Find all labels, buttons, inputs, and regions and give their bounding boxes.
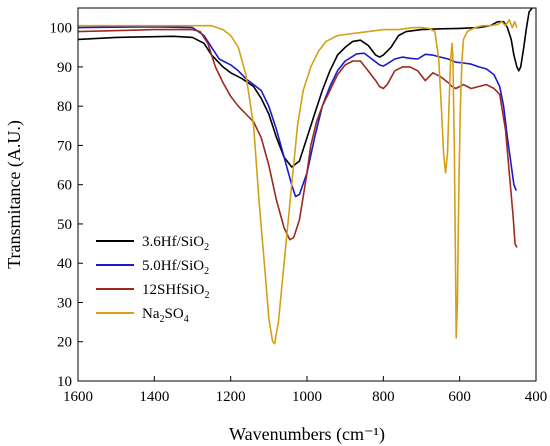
x-axis-title: Wavenumbers (cm⁻¹) bbox=[229, 424, 385, 445]
series-line-3 bbox=[78, 19, 518, 345]
series-layer bbox=[78, 8, 533, 345]
y-tick-label: 70 bbox=[57, 138, 72, 154]
y-tick-label: 80 bbox=[57, 99, 72, 115]
x-tick-label: 1200 bbox=[216, 389, 246, 405]
y-tick-label: 100 bbox=[50, 21, 73, 37]
x-tick-label: 600 bbox=[448, 389, 471, 405]
legend-entry-3: Na2SO4 bbox=[142, 306, 189, 325]
plot-frame bbox=[77, 7, 537, 382]
y-tick-label: 20 bbox=[57, 335, 72, 351]
legend-entry-2: 12SHfSiO2 bbox=[142, 282, 210, 301]
legend-entry-1: 5.0Hf/SiO2 bbox=[142, 258, 209, 277]
axes-layer: 1600 1400 1200 1000 800 600 400 10 20 30 40 50 60 70 8… bbox=[50, 21, 548, 405]
legend: 3.6Hf/SiO2 5.0Hf/SiO2 12SHfSiO2 Na2SO4 bbox=[96, 234, 210, 325]
y-tick-label: 10 bbox=[57, 374, 72, 390]
y-tick-label: 60 bbox=[57, 178, 72, 194]
y-tick-label: 40 bbox=[57, 256, 72, 272]
x-tick-label: 400 bbox=[525, 389, 548, 405]
series-line-2 bbox=[78, 28, 518, 248]
y-tick-label: 90 bbox=[57, 60, 72, 76]
y-tick-label: 50 bbox=[57, 217, 72, 233]
x-tick-label: 800 bbox=[372, 389, 395, 405]
series-line-0 bbox=[78, 8, 533, 168]
y-axis-title: Transmitance (A.U.) bbox=[4, 120, 25, 269]
legend-entry-0: 3.6Hf/SiO2 bbox=[142, 234, 209, 253]
x-tick-label: 1600 bbox=[63, 389, 93, 405]
x-tick-label: 1000 bbox=[292, 389, 322, 405]
y-tick-label: 30 bbox=[57, 295, 72, 311]
x-tick-label: 1400 bbox=[139, 389, 169, 405]
series-line-1 bbox=[78, 26, 517, 198]
